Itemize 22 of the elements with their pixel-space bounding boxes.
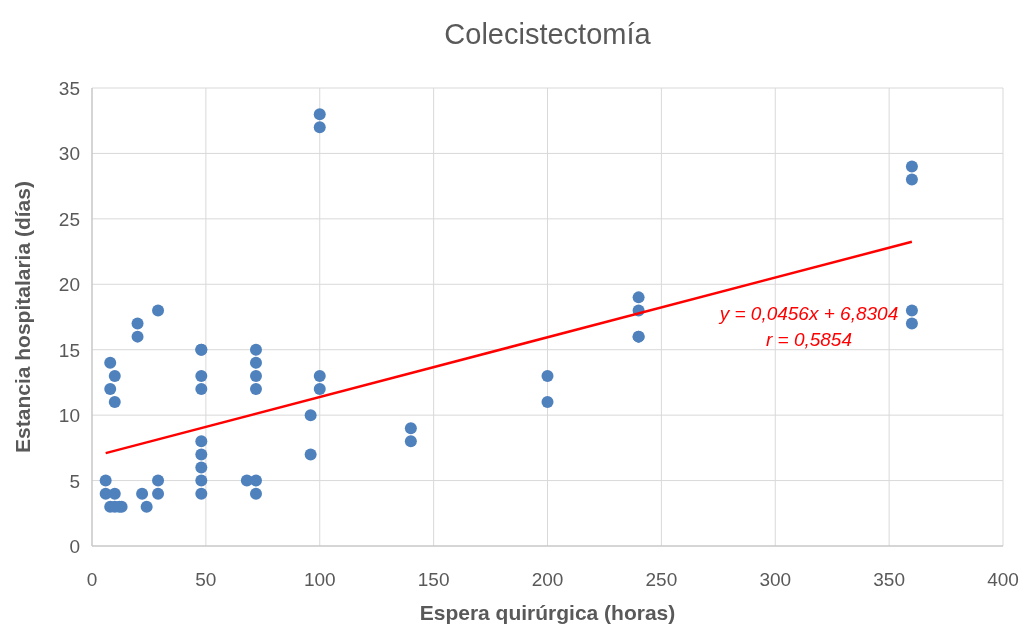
x-tick-label: 50 bbox=[195, 569, 217, 590]
y-tick-label: 30 bbox=[58, 143, 80, 165]
annotation: r = 0,5854 bbox=[765, 329, 852, 350]
chart-title: Colecistectomía bbox=[444, 18, 652, 50]
y-axis-title: Estancia hospitalaria (días) bbox=[11, 181, 34, 453]
y-tick-label: 10 bbox=[58, 405, 80, 427]
x-tick-label: 350 bbox=[873, 569, 905, 590]
y-tick-label: 20 bbox=[58, 274, 80, 296]
x-tick-label: 250 bbox=[645, 569, 678, 590]
y-tick-label: 25 bbox=[58, 208, 80, 230]
y-tick-label: 15 bbox=[58, 339, 80, 361]
annotation: y = 0,0456x + 6,8304 bbox=[717, 303, 899, 324]
x-tick-label: 0 bbox=[86, 569, 98, 590]
y-tick-label: 0 bbox=[69, 536, 80, 557]
x-tick-label: 150 bbox=[417, 569, 450, 590]
x-axis-title: Espera quirúrgica (horas) bbox=[419, 601, 676, 624]
x-tick-label: 200 bbox=[531, 569, 564, 590]
x-tick-label: 300 bbox=[759, 569, 792, 590]
x-tick-label: 100 bbox=[303, 569, 336, 590]
y-tick-label: 35 bbox=[58, 78, 80, 99]
x-tick-label: 400 bbox=[987, 569, 1019, 590]
y-tick-label: 5 bbox=[69, 470, 80, 492]
